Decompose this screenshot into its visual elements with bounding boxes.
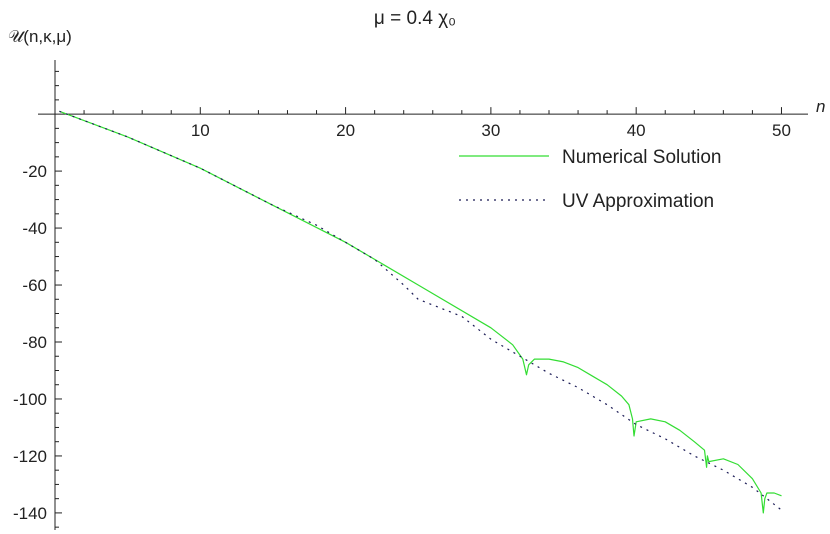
- series-numerical-solution: [59, 110, 782, 514]
- x-tick-label: 20: [336, 121, 355, 140]
- x-tick-label: 40: [627, 121, 646, 140]
- x-axis-label: n: [816, 97, 825, 116]
- y-tick-label: -20: [22, 162, 47, 181]
- series-layer: [59, 110, 782, 514]
- y-tick-label: -120: [13, 447, 47, 466]
- x-tick-label: 50: [772, 121, 791, 140]
- y-tick-label: -80: [22, 333, 47, 352]
- x-tick-label: 30: [481, 121, 500, 140]
- y-tick-label: -60: [22, 276, 47, 295]
- y-tick-label: -140: [13, 504, 47, 523]
- chart-title: μ = 0.4 χ₀: [374, 8, 456, 29]
- x-tick-label: 10: [191, 121, 210, 140]
- y-tick-label: -100: [13, 390, 47, 409]
- y-axis-label: 𝒰(n,κ,μ): [8, 27, 72, 46]
- y-tick-label: -40: [22, 219, 47, 238]
- legend-label-uv: UV Approximation: [562, 191, 714, 212]
- legend: Numerical Solution UV Approximation: [459, 147, 721, 212]
- axes: 10 20 30 40 50 -20 -40 -60 -80 -100 -120 -140: [13, 60, 808, 530]
- legend-label-numerical: Numerical Solution: [562, 147, 721, 168]
- series-uv-approximation: [59, 110, 782, 511]
